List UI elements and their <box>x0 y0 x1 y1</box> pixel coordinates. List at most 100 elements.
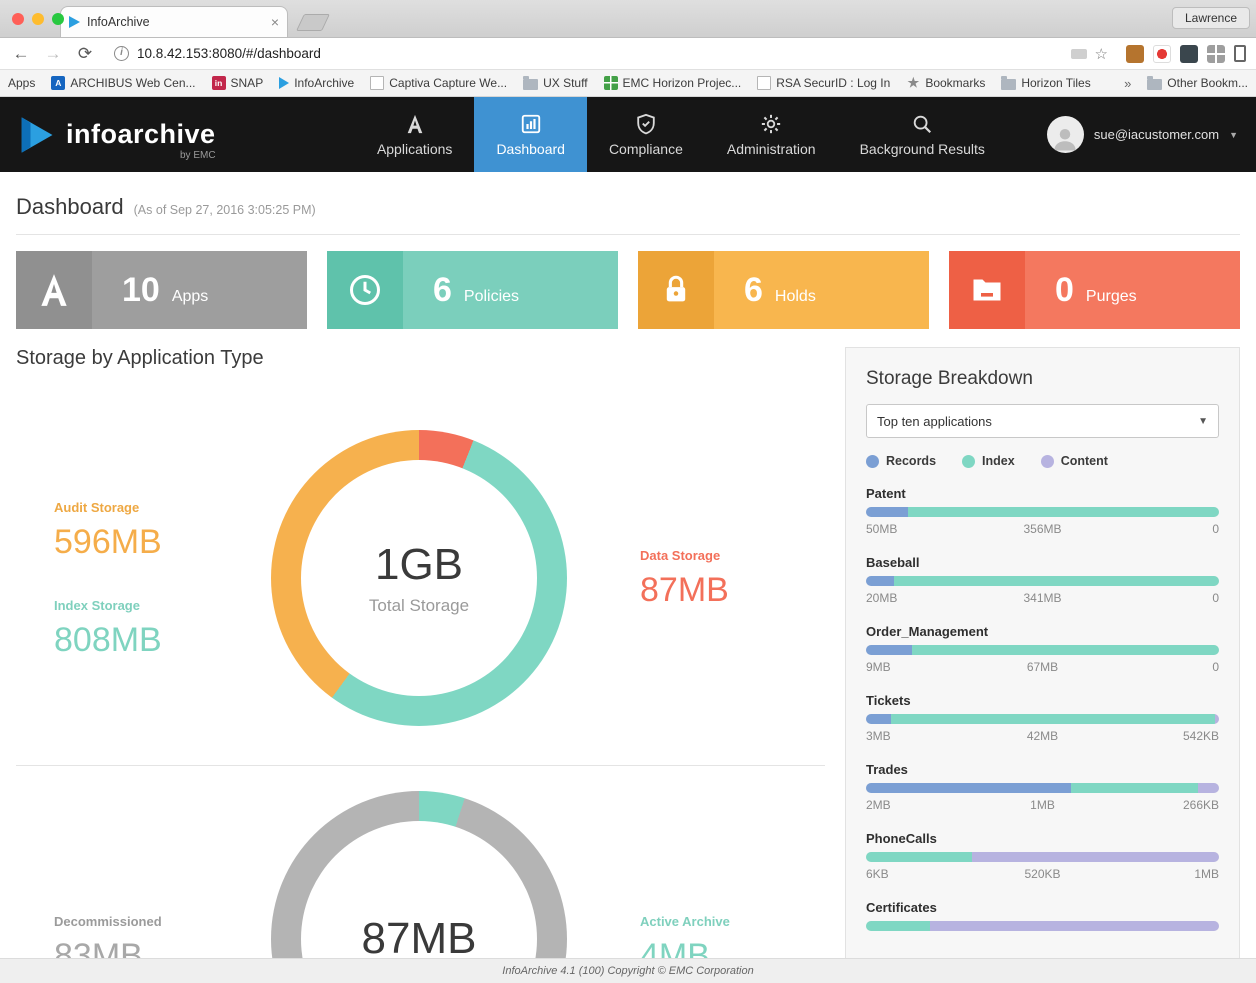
browser-profile-chip[interactable]: Lawrence <box>1171 7 1250 29</box>
stat-label: Holds <box>774 288 816 305</box>
storage-breakdown-title: Storage Breakdown <box>866 368 1033 389</box>
search-icon <box>913 115 932 133</box>
storage-breakdown-panel: Storage Breakdown Top ten applications ▼… <box>845 347 1240 983</box>
back-button[interactable]: ← <box>12 43 30 63</box>
nav-administration[interactable]: Administration <box>705 97 838 172</box>
breakdown-row-tickets: Tickets 3MB 42MB 542KB <box>866 693 1219 743</box>
nav-background-results[interactable]: Background Results <box>838 97 1007 172</box>
legend-index: Index <box>962 454 1015 468</box>
tab-close-icon[interactable]: × <box>270 14 279 30</box>
bar-segment-records <box>866 507 909 517</box>
archibus-icon: A <box>51 76 66 90</box>
url-text[interactable]: 10.8.42.153:8080/#/dashboard <box>137 46 321 61</box>
folder-icon <box>1001 75 1017 90</box>
bar-segment-records <box>866 783 1071 793</box>
folder-icon <box>1147 75 1163 90</box>
purges-stat-card[interactable]: 0 Purges <box>949 251 1240 329</box>
bar-segment-content <box>1197 783 1219 793</box>
shield-icon <box>637 113 655 134</box>
total-storage-chart: 1GB Total Storage Audit Storage 596MB In… <box>16 380 825 765</box>
green-grid-icon <box>603 76 618 90</box>
chevron-down-icon: ▼ <box>1229 129 1238 140</box>
bookmarks-bar: Apps A ARCHIBUS Web Cen... in SNAP InfoArc… <box>0 70 1256 97</box>
page-action-icon[interactable] <box>1070 48 1087 59</box>
folder-minus-icon <box>949 251 1025 329</box>
content-value: 266KB <box>1182 798 1220 812</box>
bookmark-bookmarks[interactable]: ★ Bookmarks <box>906 75 985 90</box>
page-head: Dashboard (As of Sep 27, 2016 3:05:25 PM… <box>16 172 1240 235</box>
reload-button[interactable]: ⟳ <box>77 43 93 63</box>
total-storage-label: Total Storage <box>368 596 470 615</box>
tab-title: InfoArchive <box>87 15 150 29</box>
breakdown-row-trades: Trades 2MB 1MB 266KB <box>866 762 1219 812</box>
stacked-bar <box>866 783 1219 793</box>
legend-records: Records <box>866 454 936 468</box>
legend-label: Records <box>886 454 937 468</box>
nav-dashboard[interactable]: Dashboard <box>474 97 587 172</box>
bookmark-captiva[interactable]: Captiva Capture We... <box>370 76 507 90</box>
audit-storage-callout: Audit Storage 596MB <box>54 500 162 562</box>
browser-toolbar: ← → ⟳ i 10.8.42.153:8080/#/dashboard ☆ <box>0 38 1256 70</box>
applications-icon <box>407 114 423 133</box>
bookmark-star-icon[interactable]: ☆ <box>1094 45 1108 63</box>
bar-segment-index <box>911 645 1219 655</box>
apps-stat-card[interactable]: 10 Apps <box>16 251 307 329</box>
breakdown-legend: Records Index Content <box>866 454 1219 468</box>
extension-icon-4[interactable] <box>1207 44 1225 63</box>
bar-segment-content <box>1215 714 1219 724</box>
app-name: Baseball <box>866 555 920 570</box>
index-storage-callout: Index Storage 808MB <box>54 598 162 660</box>
holds-stat-card[interactable]: 6 Holds <box>638 251 929 329</box>
records-value: 3MB <box>866 729 891 743</box>
user-menu[interactable]: sue@iacustomer.com ▼ <box>1007 97 1256 172</box>
callout-value: 87MB <box>640 571 729 609</box>
bar-segment-index <box>890 714 1216 724</box>
apps-icon <box>16 251 92 329</box>
forward-button[interactable]: → <box>44 43 62 63</box>
nav-compliance[interactable]: Compliance <box>587 97 705 172</box>
bookmark-ux-stuff[interactable]: UX Stuff <box>523 75 588 90</box>
breakdown-filter-select[interactable]: Top ten applications ▼ <box>866 404 1219 438</box>
archive-storage-donut: 87MB <box>271 791 567 983</box>
bookmark-apps[interactable]: Apps <box>8 76 35 90</box>
bookmark-horizon-tiles[interactable]: Horizon Tiles <box>1001 75 1091 90</box>
extension-icon-3[interactable] <box>1180 44 1198 63</box>
callout-value: 808MB <box>54 621 162 659</box>
device-icon[interactable] <box>1234 45 1246 62</box>
policies-stat-card[interactable]: 6 Policies <box>327 251 618 329</box>
stacked-bar <box>866 852 1219 862</box>
bookmark-infoarchive[interactable]: InfoArchive <box>279 76 354 90</box>
browser-tab[interactable]: InfoArchive × <box>60 6 288 37</box>
bar-segment-index <box>1070 783 1198 793</box>
close-window-button[interactable] <box>12 13 24 25</box>
infoarchive-logo[interactable]: infoarchive by EMC <box>0 97 290 172</box>
minimize-window-button[interactable] <box>32 13 44 25</box>
nav-label: Background Results <box>859 140 985 157</box>
records-value: 9MB <box>866 660 891 674</box>
app-name: PhoneCalls <box>866 831 937 846</box>
breakdown-row-certificates: Certificates <box>866 900 1219 936</box>
legend-label: Index <box>982 454 1015 468</box>
other-bookmarks[interactable]: Other Bookm... <box>1147 75 1248 90</box>
records-dot-icon <box>866 454 879 468</box>
extension-icon-1[interactable] <box>1126 44 1144 63</box>
address-bar[interactable]: i 10.8.42.153:8080/#/dashboard ☆ <box>106 41 1116 67</box>
zoom-window-button[interactable] <box>52 13 64 25</box>
nav-applications[interactable]: Applications <box>355 97 475 172</box>
bookmark-emc-horizon[interactable]: EMC Horizon Projec... <box>603 76 741 90</box>
bookmark-rsa[interactable]: RSA SecurID : Log In <box>757 76 890 90</box>
bookmarks-overflow-chevron[interactable]: » <box>1124 75 1132 91</box>
bookmark-snap[interactable]: in SNAP <box>211 76 263 90</box>
bar-values: 2MB 1MB 266KB <box>866 798 1219 812</box>
site-info-icon[interactable]: i <box>114 46 129 61</box>
bar-values: 6KB 520KB 1MB <box>866 867 1219 881</box>
dashboard-content: Dashboard (As of Sep 27, 2016 3:05:25 PM… <box>0 172 1256 983</box>
gear-icon <box>762 114 781 133</box>
breakdown-row-order-management: Order_Management 9MB 67MB 0 <box>866 624 1219 674</box>
bookmark-label: InfoArchive <box>294 76 355 90</box>
bookmark-archibus[interactable]: A ARCHIBUS Web Cen... <box>51 76 196 90</box>
new-tab-button[interactable] <box>296 14 330 31</box>
index-value: 520KB <box>1024 867 1061 881</box>
extension-icon-2[interactable] <box>1153 44 1171 63</box>
